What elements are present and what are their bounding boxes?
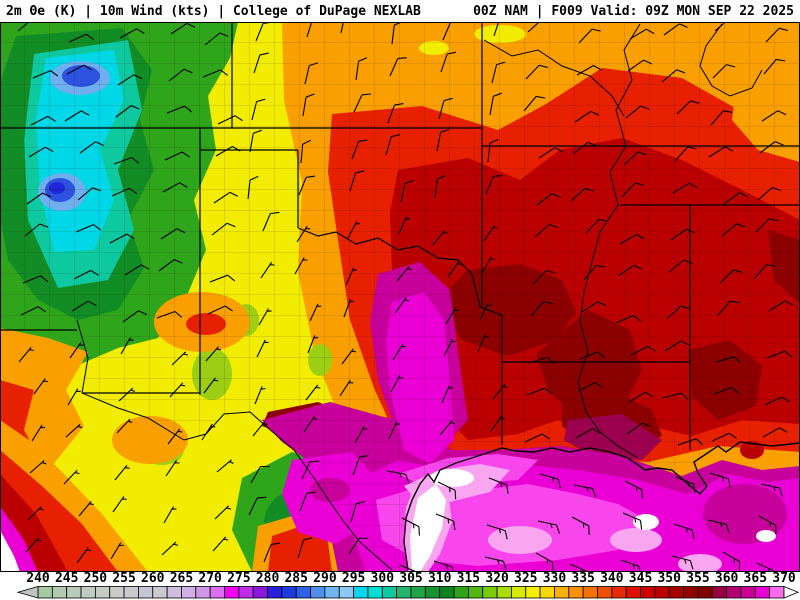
title-bar: 2m Θe (K) | 10m Wind (kts) | College of …: [0, 0, 800, 22]
colorbar-tick-label: 370: [772, 571, 796, 586]
colorbar-tick-label: 365: [743, 571, 768, 586]
colorbar-tick-label: 325: [514, 571, 538, 586]
colorbar-scale: [16, 586, 800, 599]
product-title: 2m Θe (K) | 10m Wind (kts) | College of …: [6, 3, 421, 19]
colorbar-tick-label: 285: [284, 571, 308, 586]
colorbar-tick-label: 355: [686, 571, 710, 586]
model-run-info: 00Z NAM | F009 Valid: 09Z MON SEP 22 202…: [473, 3, 794, 19]
colorbar-tick-label: 345: [628, 571, 653, 586]
colorbar-tick-labels: 240 245 250 255 260 265 270 275 280 285 290 295 300 3…: [0, 572, 800, 585]
colorbar-tick-label: 290: [313, 571, 337, 586]
colorbar-tick-label: 240: [26, 571, 50, 586]
colorbar-tick-label: 350: [657, 571, 681, 586]
colorbar-tick-label: 305: [399, 571, 423, 586]
map-area: [0, 22, 800, 572]
colorbar-tick-label: 260: [141, 571, 165, 586]
colorbar-tick-label: 255: [112, 571, 136, 586]
colorbar-tick-label: 315: [456, 571, 481, 586]
colorbar-tick-label: 360: [714, 571, 739, 586]
colorbar-tick-label: 320: [485, 571, 509, 586]
colorbar-tick-label: 310: [427, 571, 452, 586]
colorbar-tick-label: 295: [341, 571, 366, 586]
theta-e-wind-map: [0, 22, 800, 572]
colorbar-tick-label: 265: [169, 571, 194, 586]
colorbar-tick-label: 300: [370, 571, 395, 586]
colorbar-tick-label: 335: [571, 571, 595, 586]
colorbar-tick-label: 340: [600, 571, 624, 586]
colorbar-tick-label: 245: [54, 571, 79, 586]
colorbar-tick-label: 275: [227, 571, 251, 586]
colorbar-tick-label: 330: [542, 571, 567, 586]
colorbar-tick-label: 270: [198, 571, 222, 586]
colorbar-tick-label: 280: [255, 571, 280, 586]
colorbar-tick-label: 250: [83, 571, 108, 586]
colorbar: 240 245 250 255 260 265 270 275 280 285 290 295 300 3…: [0, 572, 800, 600]
